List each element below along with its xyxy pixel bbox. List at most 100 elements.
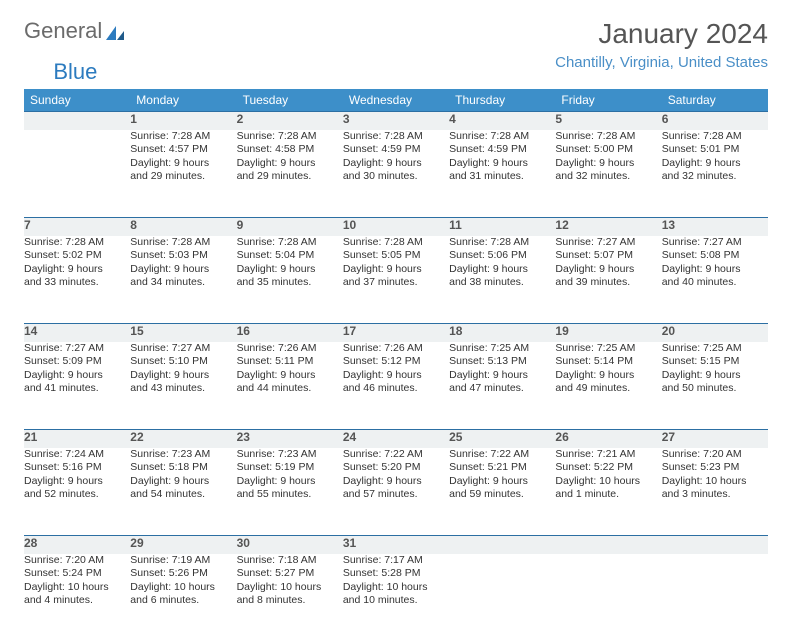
day2-text: and 3 minutes.: [662, 488, 768, 502]
sunrise-text: Sunrise: 7:28 AM: [130, 130, 236, 144]
day-number: 6: [662, 112, 768, 130]
sunrise-text: Sunrise: 7:28 AM: [24, 236, 130, 250]
day-cell: Sunrise: 7:28 AMSunset: 5:01 PMDaylight:…: [662, 130, 768, 218]
sunrise-text: Sunrise: 7:28 AM: [662, 130, 768, 144]
sunrise-text: Sunrise: 7:24 AM: [24, 448, 130, 462]
sunrise-text: Sunrise: 7:26 AM: [343, 342, 449, 356]
day2-text: and 44 minutes.: [237, 382, 343, 396]
logo-sail-icon: [104, 22, 126, 40]
day-number: 25: [449, 430, 555, 448]
day2-text: and 46 minutes.: [343, 382, 449, 396]
day-number: 17: [343, 324, 449, 342]
day2-text: and 29 minutes.: [130, 170, 236, 184]
weekday-header: Sunday: [24, 89, 130, 112]
logo: General: [24, 18, 126, 44]
day-number: 7: [24, 218, 130, 236]
day1-text: Daylight: 9 hours: [130, 157, 236, 171]
logo-word2-wrap: GeBlue: [24, 59, 768, 85]
day-number: [449, 536, 555, 554]
day-cell: Sunrise: 7:28 AMSunset: 5:04 PMDaylight:…: [237, 236, 343, 324]
sunset-text: Sunset: 5:07 PM: [555, 249, 661, 263]
day2-text: and 52 minutes.: [24, 488, 130, 502]
sunset-text: Sunset: 5:21 PM: [449, 461, 555, 475]
day-number: 21: [24, 430, 130, 448]
sunset-text: Sunset: 5:06 PM: [449, 249, 555, 263]
sunrise-text: Sunrise: 7:28 AM: [237, 130, 343, 144]
content-row: Sunrise: 7:28 AMSunset: 5:02 PMDaylight:…: [24, 236, 768, 324]
sunset-text: Sunset: 5:02 PM: [24, 249, 130, 263]
day-cell: Sunrise: 7:23 AMSunset: 5:19 PMDaylight:…: [237, 448, 343, 536]
day-number: 29: [130, 536, 236, 554]
daynum-row: 28293031: [24, 536, 768, 554]
day2-text: and 55 minutes.: [237, 488, 343, 502]
day1-text: Daylight: 9 hours: [130, 263, 236, 277]
sunset-text: Sunset: 5:27 PM: [237, 567, 343, 581]
day1-text: Daylight: 9 hours: [343, 475, 449, 489]
sunrise-text: Sunrise: 7:20 AM: [24, 554, 130, 568]
day-cell: Sunrise: 7:27 AMSunset: 5:10 PMDaylight:…: [130, 342, 236, 430]
day-cell: Sunrise: 7:28 AMSunset: 4:59 PMDaylight:…: [343, 130, 449, 218]
sunrise-text: Sunrise: 7:23 AM: [130, 448, 236, 462]
sunrise-text: Sunrise: 7:28 AM: [449, 236, 555, 250]
sunrise-text: Sunrise: 7:27 AM: [555, 236, 661, 250]
sunrise-text: Sunrise: 7:18 AM: [237, 554, 343, 568]
sunset-text: Sunset: 5:24 PM: [24, 567, 130, 581]
sunrise-text: Sunrise: 7:28 AM: [130, 236, 236, 250]
sunset-text: Sunset: 5:26 PM: [130, 567, 236, 581]
day1-text: Daylight: 9 hours: [130, 369, 236, 383]
day1-text: Daylight: 9 hours: [662, 263, 768, 277]
sunset-text: Sunset: 5:10 PM: [130, 355, 236, 369]
sunrise-text: Sunrise: 7:28 AM: [449, 130, 555, 144]
day-number: 12: [555, 218, 661, 236]
day-cell: Sunrise: 7:28 AMSunset: 5:06 PMDaylight:…: [449, 236, 555, 324]
day2-text: and 4 minutes.: [24, 594, 130, 608]
sunrise-text: Sunrise: 7:28 AM: [343, 236, 449, 250]
weekday-header: Monday: [130, 89, 236, 112]
sunset-text: Sunset: 4:59 PM: [343, 143, 449, 157]
day-number: 27: [662, 430, 768, 448]
daynum-row: 21222324252627: [24, 430, 768, 448]
day-number: 10: [343, 218, 449, 236]
sunset-text: Sunset: 5:05 PM: [343, 249, 449, 263]
weekday-header: Thursday: [449, 89, 555, 112]
day-cell: Sunrise: 7:19 AMSunset: 5:26 PMDaylight:…: [130, 554, 236, 642]
sunset-text: Sunset: 5:20 PM: [343, 461, 449, 475]
day1-text: Daylight: 9 hours: [662, 157, 768, 171]
day-number: 11: [449, 218, 555, 236]
day-number: 8: [130, 218, 236, 236]
day1-text: Daylight: 10 hours: [555, 475, 661, 489]
day-number: 15: [130, 324, 236, 342]
day2-text: and 34 minutes.: [130, 276, 236, 290]
day1-text: Daylight: 10 hours: [24, 581, 130, 595]
day1-text: Daylight: 10 hours: [343, 581, 449, 595]
day2-text: and 32 minutes.: [555, 170, 661, 184]
day-cell: Sunrise: 7:20 AMSunset: 5:24 PMDaylight:…: [24, 554, 130, 642]
sunset-text: Sunset: 5:15 PM: [662, 355, 768, 369]
day-cell: Sunrise: 7:27 AMSunset: 5:07 PMDaylight:…: [555, 236, 661, 324]
sunrise-text: Sunrise: 7:28 AM: [343, 130, 449, 144]
sunrise-text: Sunrise: 7:20 AM: [662, 448, 768, 462]
sunset-text: Sunset: 5:09 PM: [24, 355, 130, 369]
day-cell: Sunrise: 7:22 AMSunset: 5:20 PMDaylight:…: [343, 448, 449, 536]
daynum-row: 14151617181920: [24, 324, 768, 342]
sunset-text: Sunset: 4:59 PM: [449, 143, 555, 157]
day-cell: Sunrise: 7:28 AMSunset: 5:03 PMDaylight:…: [130, 236, 236, 324]
day-number: 1: [130, 112, 236, 130]
day-number: 23: [237, 430, 343, 448]
sunrise-text: Sunrise: 7:28 AM: [237, 236, 343, 250]
day1-text: Daylight: 9 hours: [449, 369, 555, 383]
weekday-header: Friday: [555, 89, 661, 112]
sunset-text: Sunset: 5:08 PM: [662, 249, 768, 263]
day-number: 30: [237, 536, 343, 554]
day-cell: Sunrise: 7:27 AMSunset: 5:09 PMDaylight:…: [24, 342, 130, 430]
sunrise-text: Sunrise: 7:25 AM: [555, 342, 661, 356]
day1-text: Daylight: 9 hours: [24, 475, 130, 489]
content-row: Sunrise: 7:27 AMSunset: 5:09 PMDaylight:…: [24, 342, 768, 430]
day-cell: Sunrise: 7:23 AMSunset: 5:18 PMDaylight:…: [130, 448, 236, 536]
day-cell: Sunrise: 7:20 AMSunset: 5:23 PMDaylight:…: [662, 448, 768, 536]
day1-text: Daylight: 9 hours: [449, 475, 555, 489]
day2-text: and 39 minutes.: [555, 276, 661, 290]
sunset-text: Sunset: 5:28 PM: [343, 567, 449, 581]
sunset-text: Sunset: 5:14 PM: [555, 355, 661, 369]
day2-text: and 29 minutes.: [237, 170, 343, 184]
